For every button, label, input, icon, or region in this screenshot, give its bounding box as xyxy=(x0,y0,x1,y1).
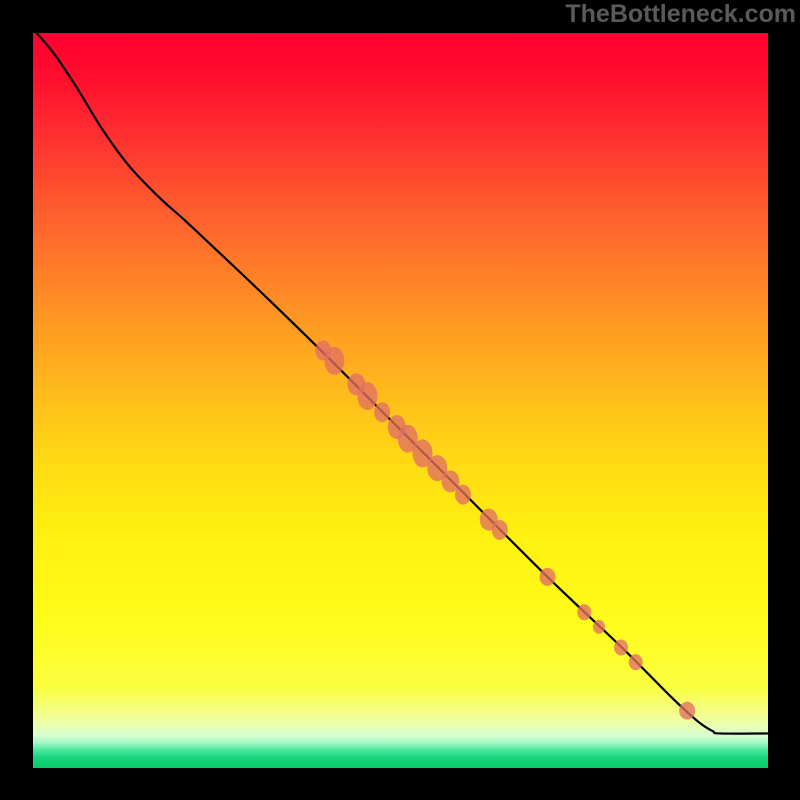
curve-marker xyxy=(492,520,508,540)
curve-marker xyxy=(455,485,471,505)
plot-area xyxy=(33,33,768,768)
watermark-label: TheBottleneck.com xyxy=(565,0,796,29)
stage: TheBottleneck.com xyxy=(0,0,800,800)
curve-marker xyxy=(324,347,344,375)
curve-marker xyxy=(357,382,377,410)
curve-marker xyxy=(629,654,643,670)
curve-marker xyxy=(374,402,390,422)
curve-marker xyxy=(593,620,605,634)
curve-marker xyxy=(540,568,556,586)
curve-marker xyxy=(679,702,695,720)
gradient-background xyxy=(33,33,768,768)
curve-marker xyxy=(577,604,591,620)
curve-marker xyxy=(614,639,628,655)
